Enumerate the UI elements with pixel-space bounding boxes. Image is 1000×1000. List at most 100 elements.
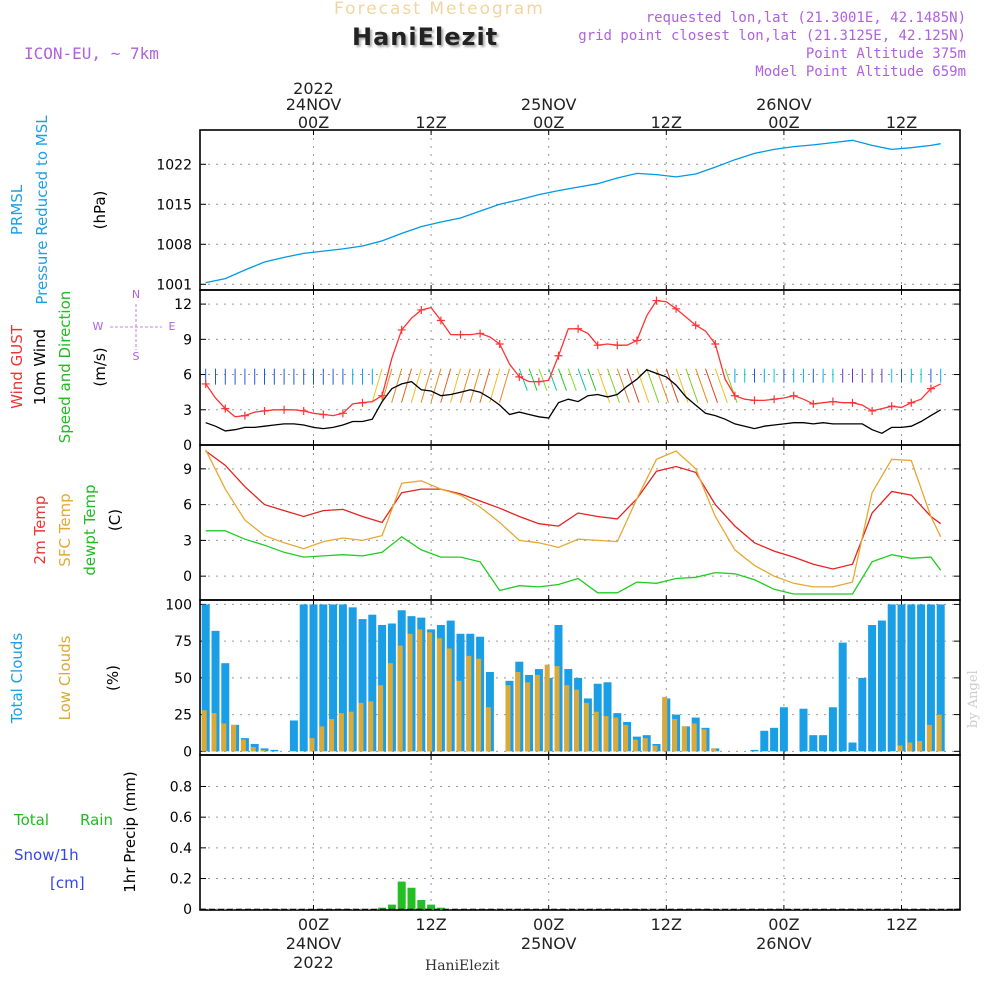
bottom-time-label: 00Z <box>768 915 799 934</box>
wind-direction-arrow <box>479 368 491 403</box>
bottom-time-label: 26NOV <box>756 934 812 953</box>
temp-2m-line <box>205 450 942 570</box>
precipitation-ytick-label: 0.2 <box>170 872 192 888</box>
wind-gust-marker <box>476 329 485 338</box>
wind-gust-marker <box>848 398 857 407</box>
low-cloud-bar <box>544 664 550 752</box>
footer-station: HaniElezit <box>425 958 500 974</box>
wind-direction-arrow <box>607 368 620 403</box>
temp-2m-label: 2m Temp <box>31 496 49 565</box>
low-cloud-bar <box>329 719 335 752</box>
total-cloud-bar <box>887 604 896 752</box>
wind-gust-marker <box>456 330 465 339</box>
total-cloud-bar <box>299 604 308 752</box>
low-cloud-bar <box>917 741 923 752</box>
clouds-ytick-label: 25 <box>174 708 192 724</box>
total-cloud-bar <box>358 619 367 752</box>
low-cloud-bar <box>309 738 315 752</box>
low-cloud-bar <box>574 689 580 752</box>
wind-ytick-label: 6 <box>183 368 192 384</box>
total-cloud-bar <box>760 730 769 752</box>
total-cloud-bar <box>907 604 916 752</box>
wind-direction-arrow <box>450 368 461 403</box>
rain-bar <box>397 881 406 910</box>
low-cloud-bar <box>936 714 942 752</box>
precip-snow-label: Snow/1h <box>14 846 79 864</box>
wind-direction-arrow <box>616 368 630 403</box>
wind-gust-label: Wind GUST <box>8 324 26 409</box>
rain-bar <box>378 907 387 910</box>
low-cloud-bar <box>613 717 619 752</box>
total-cloud-bar <box>838 642 847 752</box>
wind-gust-marker <box>534 377 543 386</box>
precipitation-ytick-label: 0 <box>183 902 192 918</box>
wind-direction-arrow <box>440 368 452 403</box>
low-cloud-bar <box>378 685 384 752</box>
pressure-ytick-label: 1015 <box>156 197 192 213</box>
pressure-ytick-label: 1008 <box>156 237 192 253</box>
compass-north: N <box>132 288 140 301</box>
total-cloud-bar <box>917 604 926 752</box>
low-cloud-bar <box>632 739 638 752</box>
wind-direction-arrow <box>381 368 393 403</box>
total-cloud-bar <box>936 604 945 752</box>
low-cloud-bar <box>897 745 903 752</box>
wind-gust-marker <box>319 410 328 419</box>
low-cloud-bar <box>240 739 246 752</box>
temperature-frame <box>199 444 961 601</box>
wind-gust-marker <box>593 341 602 350</box>
low-cloud-bar <box>397 645 403 752</box>
low-cloud-bar <box>368 701 374 752</box>
wind-direction-arrow <box>636 368 650 403</box>
pressure-label-1: PRMSL <box>8 184 26 235</box>
low-cloud-bar <box>476 658 482 752</box>
wind-gust-marker <box>672 304 681 313</box>
compass-cross <box>110 304 162 350</box>
low-cloud-bar <box>711 748 717 752</box>
total-cloud-bar <box>750 749 759 752</box>
pressure-line <box>205 139 941 284</box>
low-cloud-bar <box>485 707 491 752</box>
total-cloud-bar <box>260 748 269 752</box>
low-cloud-bar <box>221 723 227 752</box>
wind-gust-marker <box>378 391 387 400</box>
clouds-ytick-label: 50 <box>174 671 192 687</box>
wind-gust-marker <box>809 399 818 408</box>
low-cloud-bar <box>436 638 442 752</box>
wind-direction-arrow <box>489 368 501 403</box>
wind-gust-marker <box>240 411 249 420</box>
precip-total-label: Total <box>13 811 49 829</box>
wind-gust-marker <box>613 341 622 350</box>
wind-direction-arrow <box>626 368 640 403</box>
low-cloud-bar <box>554 666 560 752</box>
wind-direction-arrow <box>518 368 528 391</box>
bottom-time-label: 2022 <box>293 953 334 972</box>
wind-gust-marker <box>652 296 661 305</box>
wind-gust-marker <box>221 404 230 413</box>
wind-gust-marker <box>730 391 739 400</box>
wind-direction-label: Speed and Direction <box>56 291 74 444</box>
wind-gust-marker <box>417 305 426 314</box>
low-cloud-bar <box>358 702 364 752</box>
gridpoint-coordinates: grid point closest lon,lat (21.3125E, 42… <box>578 28 966 44</box>
total-cloud-bar <box>828 707 837 752</box>
wind-direction-arrow <box>587 368 597 391</box>
wind-direction-arrow <box>420 368 432 403</box>
wind-direction-arrow <box>646 368 660 403</box>
low-cloud-bar <box>201 710 207 752</box>
low-cloud-bar <box>691 723 697 752</box>
total-cloud-bar <box>779 707 788 752</box>
low-cloud-bar <box>515 671 521 752</box>
wind-direction-arrow <box>430 368 442 403</box>
wind-direction-arrow <box>597 368 611 403</box>
low-cloud-bar <box>387 663 393 752</box>
precip-snow-unit: [cm] <box>50 874 85 892</box>
total-cloud-bar <box>221 663 230 752</box>
wind-direction-arrow <box>695 368 709 403</box>
total-cloud-bar <box>319 604 328 752</box>
low-cloud-bar <box>260 749 266 752</box>
rain-bar <box>427 904 436 910</box>
clouds-ytick-label: 0 <box>183 744 192 760</box>
top-time-label: 00Z <box>768 113 799 132</box>
total-cloud-bar <box>270 749 279 752</box>
